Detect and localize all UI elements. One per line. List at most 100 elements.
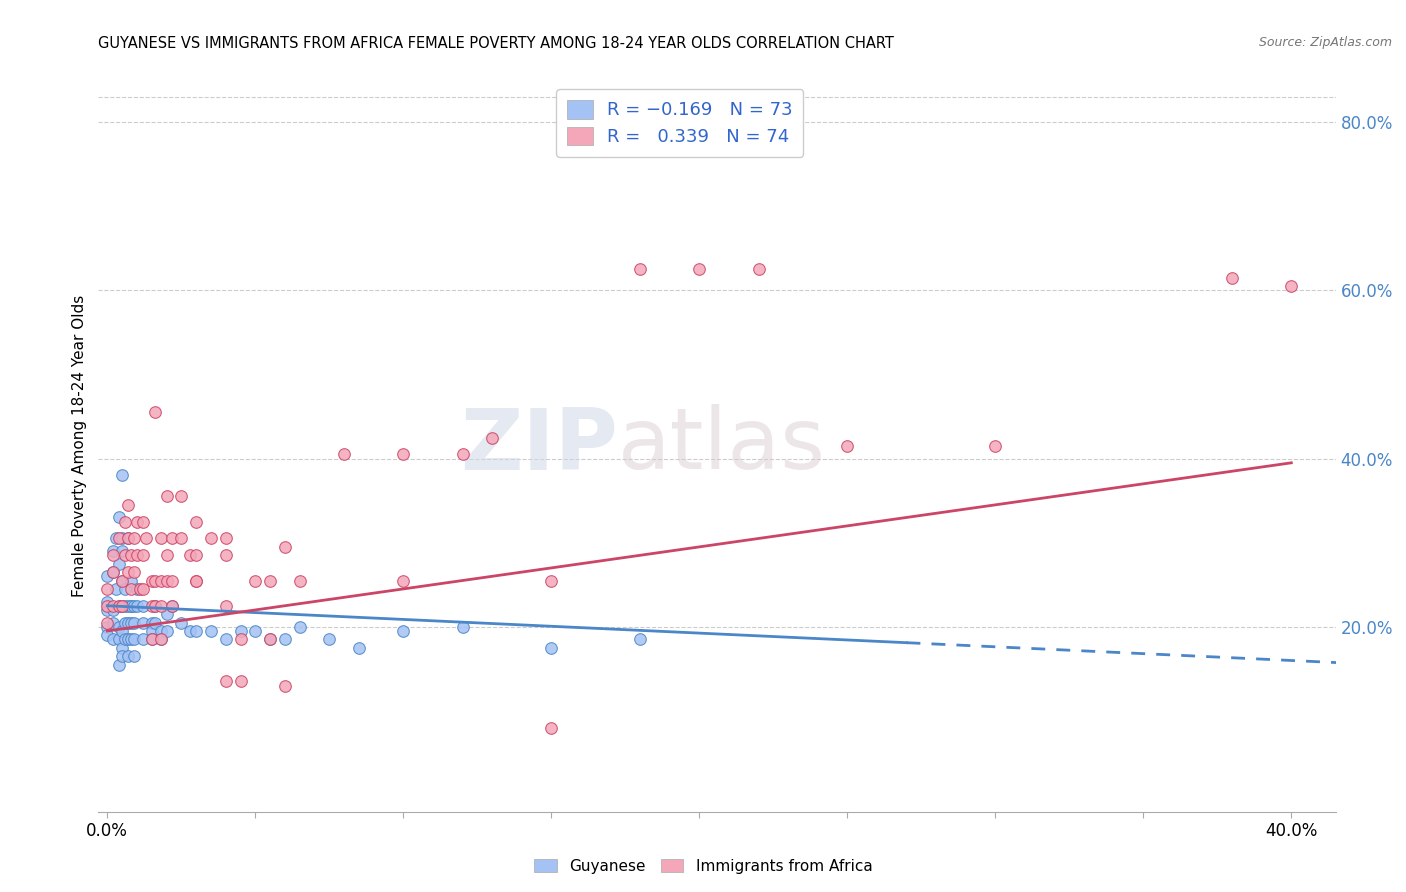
Point: [103, 565, 125, 579]
Point: [149, 624, 172, 638]
Point: [184, 549, 207, 563]
Point: [245, 624, 267, 638]
Point: [132, 615, 155, 630]
Point: [141, 632, 163, 647]
Point: [96, 599, 118, 613]
Point: [215, 632, 238, 647]
Point: [96, 628, 118, 642]
Point: [111, 599, 134, 613]
Point: [141, 574, 163, 588]
Point: [392, 447, 415, 461]
Point: [747, 262, 769, 277]
Text: GUYANESE VS IMMIGRANTS FROM AFRICA FEMALE POVERTY AMONG 18-24 YEAR OLDS CORRELAT: GUYANESE VS IMMIGRANTS FROM AFRICA FEMAL…: [98, 36, 894, 51]
Point: [215, 532, 238, 546]
Point: [125, 582, 148, 596]
Point: [143, 615, 166, 630]
Point: [143, 574, 166, 588]
Point: [108, 620, 131, 634]
Text: Source: ZipAtlas.com: Source: ZipAtlas.com: [1258, 36, 1392, 49]
Point: [114, 515, 136, 529]
Point: [117, 532, 139, 546]
Point: [540, 640, 562, 655]
Point: [103, 603, 125, 617]
Point: [837, 439, 859, 453]
Point: [155, 624, 177, 638]
Point: [96, 603, 118, 617]
Point: [114, 549, 136, 563]
Point: [111, 640, 134, 655]
Point: [170, 615, 193, 630]
Point: [108, 599, 131, 613]
Point: [688, 262, 710, 277]
Point: [179, 624, 201, 638]
Point: [162, 532, 184, 546]
Point: [155, 490, 177, 504]
Point: [108, 599, 131, 613]
Point: [111, 574, 134, 588]
Point: [132, 515, 155, 529]
Point: [96, 620, 118, 634]
Point: [155, 574, 177, 588]
Point: [274, 632, 297, 647]
Point: [111, 544, 134, 558]
Point: [117, 649, 139, 664]
Point: [215, 674, 238, 689]
Legend: Guyanese, Immigrants from Africa: Guyanese, Immigrants from Africa: [527, 853, 879, 880]
Point: [288, 574, 311, 588]
Text: atlas: atlas: [619, 404, 827, 488]
Point: [132, 632, 155, 647]
Point: [120, 599, 142, 613]
Text: ZIP: ZIP: [460, 404, 619, 488]
Point: [103, 599, 125, 613]
Point: [108, 632, 131, 647]
Point: [108, 532, 131, 546]
Point: [108, 657, 131, 672]
Point: [105, 582, 128, 596]
Point: [125, 599, 148, 613]
Point: [170, 532, 193, 546]
Point: [274, 540, 297, 554]
Point: [132, 599, 155, 613]
Point: [114, 632, 136, 647]
Point: [141, 624, 163, 638]
Point: [162, 599, 184, 613]
Point: [1220, 270, 1243, 285]
Point: [141, 599, 163, 613]
Point: [259, 632, 281, 647]
Point: [120, 599, 142, 613]
Point: [149, 574, 172, 588]
Point: [318, 632, 340, 647]
Point: [117, 632, 139, 647]
Point: [141, 632, 163, 647]
Point: [122, 615, 145, 630]
Point: [184, 515, 207, 529]
Point: [184, 624, 207, 638]
Point: [122, 632, 145, 647]
Point: [132, 582, 155, 596]
Point: [103, 615, 125, 630]
Point: [120, 582, 142, 596]
Point: [259, 632, 281, 647]
Point: [155, 549, 177, 563]
Point: [111, 599, 134, 613]
Point: [229, 674, 252, 689]
Point: [117, 565, 139, 579]
Point: [215, 549, 238, 563]
Point: [143, 599, 166, 613]
Point: [274, 679, 297, 693]
Point: [481, 431, 503, 445]
Point: [122, 649, 145, 664]
Point: [125, 549, 148, 563]
Point: [103, 565, 125, 579]
Point: [114, 599, 136, 613]
Point: [162, 599, 184, 613]
Point: [155, 607, 177, 622]
Point: [149, 632, 172, 647]
Point: [229, 632, 252, 647]
Point: [96, 615, 118, 630]
Point: [117, 615, 139, 630]
Point: [103, 549, 125, 563]
Point: [149, 632, 172, 647]
Point: [143, 405, 166, 419]
Point: [628, 262, 651, 277]
